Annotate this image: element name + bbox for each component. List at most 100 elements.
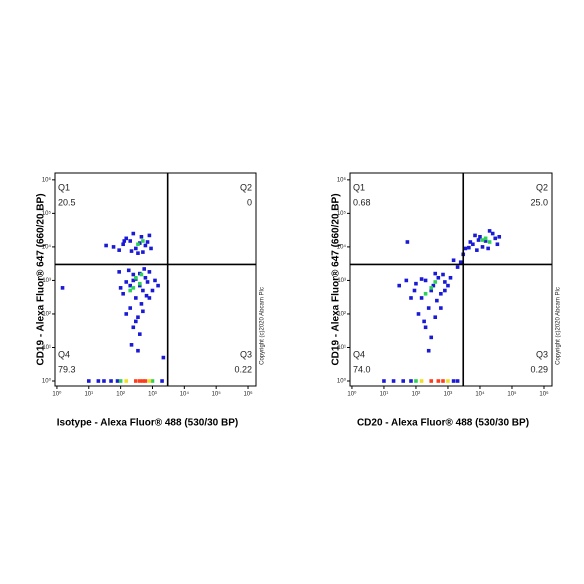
x-tick-label: 10⁴ [475,391,485,398]
y-tick-label: 10⁶ [337,176,347,183]
event-dot [86,379,91,383]
event-dot [136,348,140,353]
event-dot [131,272,136,277]
event-dot [147,270,152,274]
event-dot [409,379,413,383]
event-dot [391,379,396,383]
quadrant-value: 74.0 [353,364,371,374]
event-dot [129,343,134,347]
event-dot [435,298,439,303]
x-tick-label: 10² [412,392,421,398]
event-dot [426,348,431,353]
plot-frame [54,172,257,387]
event-dot [448,275,453,280]
copyright: Copyright (c)2020 Abcam Plc [260,287,266,365]
event-dot [124,236,129,241]
event-dot [480,238,485,242]
x-tick-label: 10⁶ [539,391,549,398]
event-dot [439,291,443,296]
event-dot [122,239,127,243]
x-tick-label: 10⁵ [212,391,222,398]
event-dot [429,379,434,383]
event-dot [121,291,125,296]
quadrant-name: Q4 [58,349,70,359]
event-dot [145,240,150,244]
event-dot [404,278,409,283]
event-dot [131,278,136,283]
event-dot [468,240,473,244]
event-dot [497,235,502,239]
event-dot [156,283,160,288]
event-dot [128,283,133,288]
event-dot [141,288,145,293]
event-dot [433,280,438,284]
event-dot [124,312,129,316]
y-tick-label: 10⁶ [42,176,52,183]
event-dot [102,379,106,383]
event-dot [397,283,402,288]
event-dot [490,231,495,236]
y-axis-title: CD19 - Alexa Fluor® 647 (660/20 BP) [331,193,342,365]
event-dot [147,233,152,238]
quadrant-value: 0.29 [530,364,548,374]
x-axis-title: Isotype - Alexa Fluor® 488 (530/30 BP) [57,418,239,429]
event-dot [143,243,148,248]
event-dot [483,236,488,241]
event-dot [487,240,492,244]
y-tick-label: 10² [42,312,51,318]
y-tick-label: 10¹ [42,345,51,351]
event-dot [382,379,386,383]
quadrant-value: 25.0 [530,197,548,207]
event-dot [128,288,133,293]
x-tick-label: 10¹ [380,392,389,398]
event-dot [141,250,145,254]
event-dot [443,280,447,284]
event-dot [150,288,155,293]
event-dot [455,379,460,383]
event-dot [405,240,410,244]
event-dot [143,275,148,280]
quadrant-name: Q4 [353,349,365,359]
event-dot [131,231,136,236]
event-dot [138,379,142,383]
event-dot [419,379,424,383]
x-tick-label: 10⁴ [180,391,190,398]
quadrant-name: Q2 [240,182,252,192]
event-dot [475,248,479,252]
event-dot [131,325,136,330]
event-dot [124,280,129,284]
event-dot [476,238,481,242]
event-dot [160,379,164,383]
copyright: Copyright (c)2020 Abcam Plc [556,287,562,365]
event-dot [426,306,431,310]
event-dot [124,379,129,383]
event-dot [416,312,421,316]
event-dot [493,236,498,241]
event-dot [96,379,101,383]
event-dot [439,306,443,310]
event-dot [401,379,406,383]
event-dot [144,293,149,298]
x-tick-label: 10⁰ [52,391,62,398]
event-dot [138,281,142,286]
event-dot [409,296,413,300]
event-dot [433,315,438,320]
event-dot [153,278,157,283]
event-dot [134,319,138,324]
event-dot [483,239,488,243]
event-dot [149,246,153,251]
event-dot [429,286,434,290]
event-dot [419,296,424,300]
quadrant-name: Q3 [536,349,548,359]
event-dot [441,272,445,277]
x-axis-title: CD20 - Alexa Fluor® 488 (530/30 BP) [357,418,529,429]
event-dot [118,379,123,383]
x-tick-label: 10² [116,392,125,398]
event-dot [161,355,166,360]
event-dot [138,283,142,288]
event-dot [495,242,500,247]
y-tick-label: 10³ [337,278,346,284]
event-dot [486,246,490,251]
y-tick-label: 10² [337,312,346,318]
event-dot [136,242,140,247]
